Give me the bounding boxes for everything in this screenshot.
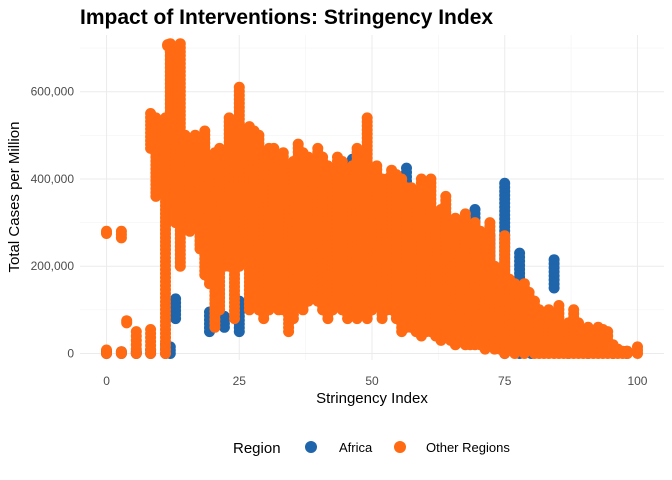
data-point [164,38,176,50]
x-tick-label: 100 [627,374,647,388]
data-point [101,225,112,237]
data-point [582,321,594,333]
data-point [361,112,373,124]
y-tick-label: 0 [67,346,74,360]
chart-title: Impact of Interventions: Stringency Inde… [80,6,493,29]
axis-ticks: 0 25 50 75 100 0 200,000 400,000 600,000 [31,85,648,388]
data-point [317,151,329,163]
data-point [401,162,412,174]
x-tick-label: 0 [103,374,110,388]
data-point [101,344,112,356]
data-point [292,138,304,150]
data-point [371,160,383,172]
series-other-regions [101,38,643,359]
data-point [499,177,511,189]
data-point [145,324,157,335]
data-point [150,112,162,124]
legend-swatch-africa [305,441,317,453]
data-point [115,346,127,358]
data-point [514,247,526,259]
data-point [489,260,501,272]
data-point [449,212,461,224]
x-tick-label: 75 [498,374,512,388]
data-point [233,81,245,93]
data-point [130,326,142,338]
data-point [351,142,363,154]
data-point [621,345,633,357]
data-point [553,300,565,311]
data-point [121,315,133,327]
legend-swatch-other-regions [394,441,406,453]
legend-title: Region [233,440,281,457]
data-point [518,278,530,290]
x-axis-title: Stringency Index [316,390,428,407]
data-point [253,129,265,141]
data-point [199,125,211,137]
data-point [632,341,643,353]
data-point [396,173,408,185]
data-point [602,326,614,338]
x-tick-label: 25 [233,374,247,388]
data-point [573,317,584,329]
data-point [415,173,427,185]
data-point [469,204,481,215]
data-point [543,304,555,316]
data-point [277,147,289,159]
data-point [179,129,191,141]
data-point [170,293,182,305]
y-tick-label: 400,000 [31,172,75,186]
data-point [425,173,437,185]
data-point [440,190,452,202]
legend: Region Africa Other Regions [233,440,510,457]
data-point [474,225,486,237]
legend-label-africa: Africa [339,440,373,455]
data-point [484,217,496,229]
data-point [312,142,324,154]
y-tick-label: 200,000 [31,259,75,273]
data-point [529,295,540,307]
x-tick-label: 50 [365,374,379,388]
legend-label-other-regions: Other Regions [426,440,510,455]
data-point [223,112,235,124]
data-point [499,230,511,242]
data-point [459,208,471,220]
data-point [469,217,481,229]
data-point [568,304,580,316]
data-point [523,286,535,298]
data-point [115,225,127,237]
y-axis-title: Total Cases per Million [6,122,23,273]
y-tick-label: 600,000 [31,85,75,99]
data-point [548,254,560,266]
data-point [268,142,280,154]
data-point [174,38,186,50]
data-point [336,156,348,167]
data-point [322,160,334,172]
